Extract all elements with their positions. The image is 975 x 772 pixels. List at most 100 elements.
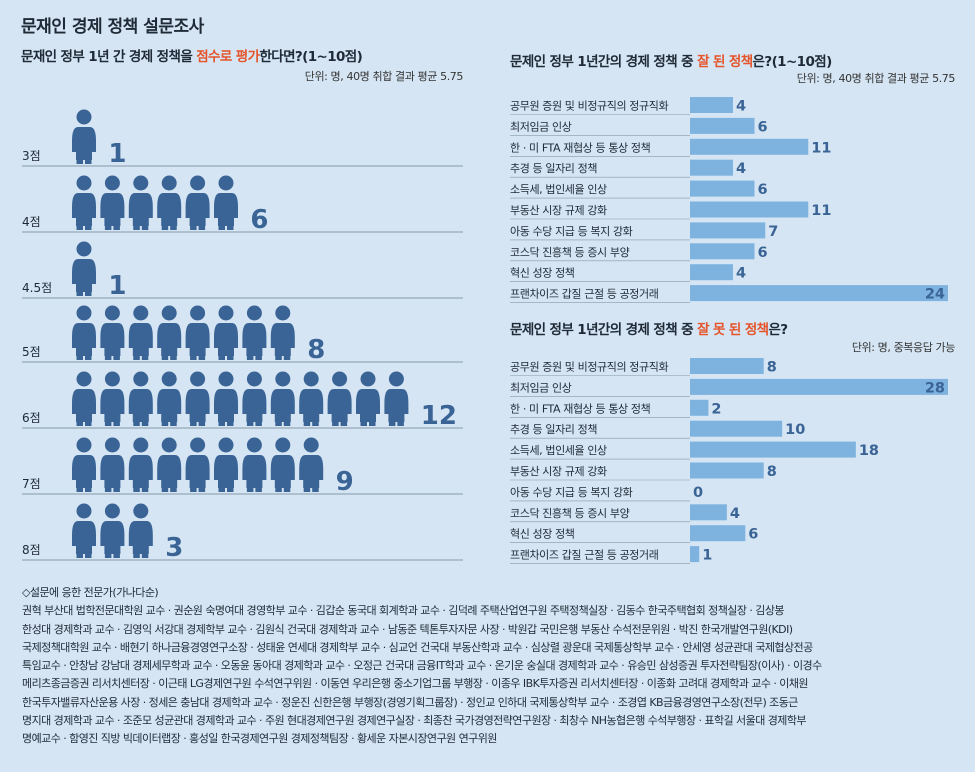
score-title-highlight: 점수로 평가 bbox=[196, 49, 260, 65]
experts-line: 국제정책대학원 교수 · 배현기 하나금융경영연구소장 · 성태윤 연세대 경제… bbox=[22, 640, 813, 654]
person-icon-leg bbox=[113, 224, 120, 230]
person-icon-head bbox=[161, 371, 177, 387]
good-category-label: 공무원 증원 및 비정규직의 정규직화 bbox=[510, 100, 668, 113]
person-icon-leg bbox=[198, 420, 206, 426]
bad-category-label: 프랜차이즈 갑질 근절 등 공정거래 bbox=[510, 549, 658, 562]
person-icon-body bbox=[214, 323, 238, 356]
bad-category-label: 부동산 시장 규제 강화 bbox=[510, 465, 607, 478]
person-icon-body bbox=[384, 389, 409, 422]
person-icon-head bbox=[275, 371, 291, 387]
person-icon-leg bbox=[255, 420, 262, 426]
person-icon-leg bbox=[227, 486, 234, 492]
experts-line: 한국투자밸류자산운용 사장 · 정세은 충남대 경제학과 교수 · 정운진 신한… bbox=[22, 695, 798, 709]
bad-bar bbox=[690, 441, 856, 458]
person-icon-body bbox=[128, 389, 153, 422]
score-pictogram-chart: 3점 1 4점 6 4.5점 1 5점 8 6점 12 7점 9 8점 3 bbox=[22, 109, 463, 563]
person-icon-head bbox=[246, 371, 262, 387]
person-icon-body bbox=[356, 389, 380, 422]
score-category-label: 4점 bbox=[22, 215, 41, 229]
person-icon-head bbox=[161, 305, 177, 321]
good-unit-note: 단위: 명, 40명 취합 결과 평균 5.75 bbox=[796, 72, 956, 85]
person-icon-head bbox=[332, 371, 348, 387]
score-value-label: 8 bbox=[307, 335, 325, 365]
bad-bar-row: 소득세, 법인세율 인상 18 bbox=[510, 441, 879, 460]
bad-value-label: 28 bbox=[925, 380, 945, 396]
person-icon-leg bbox=[161, 224, 169, 230]
bad-value-label: 2 bbox=[711, 401, 721, 417]
good-value-label: 6 bbox=[758, 119, 768, 135]
good-bar bbox=[690, 138, 809, 155]
good-title-text: 문제인 정부 1년간의 경제 정책 중 bbox=[510, 54, 698, 70]
score-value-label: 1 bbox=[108, 271, 126, 301]
good-value-label: 7 bbox=[768, 224, 778, 240]
person-icon-leg bbox=[85, 486, 92, 492]
good-bar-row: 최저임금 인상 6 bbox=[510, 117, 768, 136]
score-category-label: 5점 bbox=[22, 345, 41, 359]
person-icon-body bbox=[270, 323, 295, 356]
score-row: 8점 3 bbox=[22, 503, 463, 563]
good-bar bbox=[690, 222, 766, 239]
bad-bar-row: 프랜차이즈 갑질 근절 등 공정거래 1 bbox=[510, 546, 712, 564]
person-icon-head bbox=[303, 437, 319, 453]
person-icon-leg bbox=[275, 354, 282, 360]
person-icon-head bbox=[190, 437, 206, 453]
main-title: 문재인 경제 정책 설문조사 bbox=[21, 17, 204, 37]
person-icon-leg bbox=[190, 354, 197, 360]
bad-bar-row: 혁신 성장 정책 6 bbox=[510, 525, 758, 543]
experts-list: ◇설문에 응한 전문가(가나다순) 권혁 부산대 법학전문대학원 교수 · 권순… bbox=[22, 584, 957, 749]
good-bar bbox=[690, 159, 733, 176]
person-icon-head bbox=[133, 503, 149, 519]
bad-bar-row: 최저임금 인상 28 bbox=[510, 378, 948, 397]
person-icon-head bbox=[76, 305, 92, 321]
person-icon-body bbox=[100, 323, 125, 356]
person-icon-head bbox=[104, 371, 120, 387]
score-row: 3점 1 bbox=[22, 109, 463, 169]
person-icon-body bbox=[128, 455, 153, 488]
person-icon-leg bbox=[198, 354, 206, 360]
bad-bar-row: 추경 등 일자리 정책 10 bbox=[510, 420, 805, 439]
bad-value-label: 4 bbox=[730, 506, 740, 522]
good-bar bbox=[690, 243, 755, 260]
good-value-label: 4 bbox=[736, 266, 746, 282]
person-icon-head bbox=[218, 175, 234, 191]
person-icon-body bbox=[299, 455, 324, 488]
bad-bar bbox=[690, 546, 700, 563]
person-icon-leg bbox=[170, 224, 177, 230]
person-icon-leg bbox=[113, 420, 120, 426]
person-icon-leg bbox=[76, 420, 83, 426]
person-icon-leg bbox=[85, 354, 92, 360]
person-icon-body bbox=[299, 389, 324, 422]
person-icon-leg bbox=[133, 224, 140, 230]
person-icon-head bbox=[76, 437, 92, 453]
person-icon-head bbox=[303, 371, 319, 387]
good-value-label: 11 bbox=[811, 140, 831, 156]
person-icon-body bbox=[100, 521, 125, 554]
person-icon-body bbox=[128, 521, 153, 554]
person-icon-leg bbox=[227, 224, 234, 230]
person-icon-head bbox=[218, 371, 234, 387]
person-icon-body bbox=[270, 455, 295, 488]
bad-value-label: 8 bbox=[767, 464, 777, 480]
good-bar-row: 아동 수당 지급 등 복지 강화 7 bbox=[510, 222, 778, 241]
good-bar bbox=[690, 117, 755, 134]
person-icon-leg bbox=[369, 420, 376, 426]
person-icon-head bbox=[76, 503, 92, 519]
person-icon-leg bbox=[161, 486, 169, 492]
person-icon-leg bbox=[76, 552, 83, 558]
person-icon-leg bbox=[283, 486, 291, 492]
person-icon-leg bbox=[227, 354, 234, 360]
bad-title-highlight: 잘 못 된 정책 bbox=[697, 322, 769, 338]
good-bar bbox=[690, 201, 809, 218]
bad-value-label: 1 bbox=[702, 548, 712, 564]
person-icon-body bbox=[100, 455, 125, 488]
person-icon-leg bbox=[255, 486, 262, 492]
person-icon-leg bbox=[141, 354, 149, 360]
good-value-label: 4 bbox=[736, 99, 746, 115]
person-icon-body bbox=[327, 389, 352, 422]
score-row: 5점 8 bbox=[22, 305, 463, 365]
good-bar-row: 추경 등 일자리 정책 4 bbox=[510, 159, 746, 178]
person-icon-leg bbox=[104, 354, 112, 360]
person-icon-head bbox=[190, 371, 206, 387]
good-category-label: 추경 등 일자리 정책 bbox=[510, 161, 597, 175]
score-value-label: 6 bbox=[250, 205, 268, 235]
